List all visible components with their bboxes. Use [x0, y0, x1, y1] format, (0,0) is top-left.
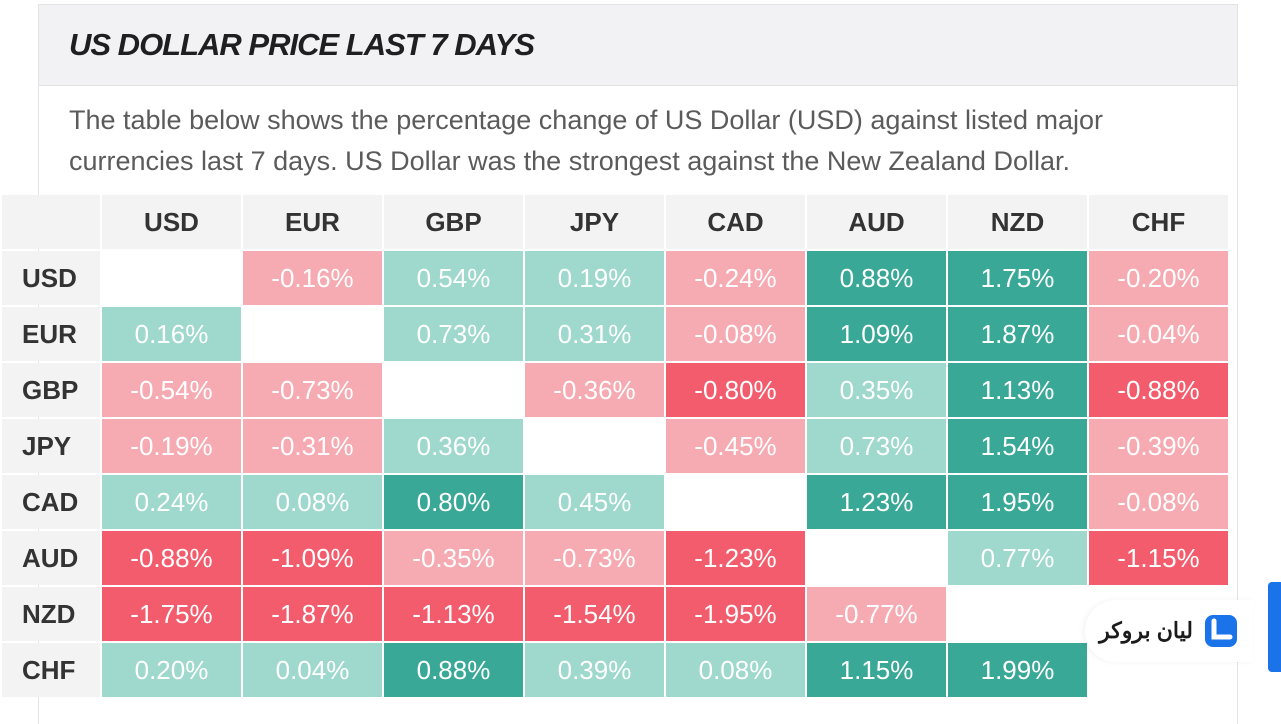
brand-name: لیان بروکر — [1099, 618, 1193, 643]
heatmap-cell: 1.54% — [948, 419, 1087, 473]
column-header-eur: EUR — [243, 195, 382, 249]
column-header-nzd: NZD — [948, 195, 1087, 249]
column-header-jpy: JPY — [525, 195, 664, 249]
heatmap-cell: -0.24% — [666, 251, 805, 305]
heatmap-cell: 0.24% — [102, 475, 241, 529]
heatmap-cell: -0.80% — [666, 363, 805, 417]
table-description: The table below shows the percentage cha… — [39, 86, 1237, 196]
heatmap-cell: -0.20% — [1089, 251, 1228, 305]
heatmap-cell — [948, 587, 1087, 641]
heatmap-cell: -1.54% — [525, 587, 664, 641]
heatmap-cell: 0.77% — [948, 531, 1087, 585]
page-title: US DOLLAR PRICE LAST 7 DAYS — [69, 27, 535, 62]
heatmap-cell: -0.19% — [102, 419, 241, 473]
brand-watermark: لیان بروکر — [1085, 600, 1253, 662]
currency-heatmap-table: USD EUR GBP JPY CAD AUD NZD CHF USD -0.16% 0.54% 0… — [0, 193, 1230, 699]
header-row: USD EUR GBP JPY CAD AUD NZD CHF — [2, 195, 1228, 249]
column-header-cad: CAD — [666, 195, 805, 249]
heatmap-cell: -0.36% — [525, 363, 664, 417]
row-header-aud: AUD — [2, 531, 100, 585]
heatmap-cell: 0.73% — [384, 307, 523, 361]
corner-cell — [2, 195, 100, 249]
column-header-usd: USD — [102, 195, 241, 249]
heatmap-cell: 0.19% — [525, 251, 664, 305]
heatmap-cell — [666, 475, 805, 529]
table-row: CAD 0.24% 0.08% 0.80% 0.45% 1.23% 1.95% -0.08% — [2, 475, 1228, 529]
heatmap-cell: -1.95% — [666, 587, 805, 641]
description-line-1: The table below shows the percentage cha… — [69, 105, 1104, 135]
heatmap-cell: -0.04% — [1089, 307, 1228, 361]
edge-accent-strip — [1268, 582, 1281, 672]
heatmap-cell: 1.99% — [948, 643, 1087, 697]
heatmap-cell: 0.73% — [807, 419, 946, 473]
table-row: NZD -1.75% -1.87% -1.13% -1.54% -1.95% -0.77% — [2, 587, 1228, 641]
heatmap-cell: 0.54% — [384, 251, 523, 305]
heatmap-cell: -1.09% — [243, 531, 382, 585]
column-header-gbp: GBP — [384, 195, 523, 249]
heatmap-cell: -0.45% — [666, 419, 805, 473]
footer-text-cut — [50, 712, 1190, 722]
row-header-eur: EUR — [2, 307, 100, 361]
heatmap-cell: -0.54% — [102, 363, 241, 417]
row-header-chf: CHF — [2, 643, 100, 697]
heatmap-cell: -0.88% — [102, 531, 241, 585]
row-header-cad: CAD — [2, 475, 100, 529]
heatmap-cell: 0.80% — [384, 475, 523, 529]
heatmap-cell: -1.87% — [243, 587, 382, 641]
heatmap-cell: 0.16% — [102, 307, 241, 361]
brand-logo-icon — [1203, 613, 1239, 649]
heatmap-cell: 1.13% — [948, 363, 1087, 417]
heatmap-cell: 0.39% — [525, 643, 664, 697]
heatmap-cell: -0.08% — [666, 307, 805, 361]
heatmap-cell: -0.77% — [807, 587, 946, 641]
row-header-nzd: NZD — [2, 587, 100, 641]
heatmap-cell: 1.23% — [807, 475, 946, 529]
heatmap-cell: -0.35% — [384, 531, 523, 585]
row-header-gbp: GBP — [2, 363, 100, 417]
heatmap-cell: 0.31% — [525, 307, 664, 361]
table-row: AUD -0.88% -1.09% -0.35% -0.73% -1.23% 0.77% -1… — [2, 531, 1228, 585]
card-header: US DOLLAR PRICE LAST 7 DAYS — [39, 5, 1237, 86]
heatmap-cell: -0.31% — [243, 419, 382, 473]
heatmap-cell: 1.87% — [948, 307, 1087, 361]
table-row: EUR 0.16% 0.73% 0.31% -0.08% 1.09% 1.87% -0.04% — [2, 307, 1228, 361]
heatmap-cell: 1.75% — [948, 251, 1087, 305]
heatmap-cell: -0.16% — [243, 251, 382, 305]
heatmap-cell — [102, 251, 241, 305]
heatmap-cell: 0.88% — [807, 251, 946, 305]
heatmap-cell: -0.73% — [525, 531, 664, 585]
heatmap-cell: -1.23% — [666, 531, 805, 585]
column-header-aud: AUD — [807, 195, 946, 249]
heatmap-cell — [807, 531, 946, 585]
table-row: USD -0.16% 0.54% 0.19% -0.24% 0.88% 1.75% -0.20… — [2, 251, 1228, 305]
heatmap-cell: -0.08% — [1089, 475, 1228, 529]
heatmap-cell: -0.88% — [1089, 363, 1228, 417]
heatmap-cell: 1.95% — [948, 475, 1087, 529]
heatmap-cell: -0.73% — [243, 363, 382, 417]
heatmap-cell: 0.36% — [384, 419, 523, 473]
row-header-jpy: JPY — [2, 419, 100, 473]
heatmap-cell: -1.13% — [384, 587, 523, 641]
table-row: JPY -0.19% -0.31% 0.36% -0.45% 0.73% 1.54% -0.3… — [2, 419, 1228, 473]
heatmap-cell — [243, 307, 382, 361]
row-header-usd: USD — [2, 251, 100, 305]
heatmap-cell: 0.20% — [102, 643, 241, 697]
table-row: CHF 0.20% 0.04% 0.88% 0.39% 0.08% 1.15% 1.99% — [2, 643, 1228, 697]
heatmap-cell: 0.45% — [525, 475, 664, 529]
heatmap-cell: 1.15% — [807, 643, 946, 697]
heatmap-cell: -1.15% — [1089, 531, 1228, 585]
description-line-2: currencies last 7 days. US Dollar was th… — [69, 146, 1070, 176]
heatmap-cell: 0.35% — [807, 363, 946, 417]
heatmap-cell: 0.88% — [384, 643, 523, 697]
heatmap-cell — [384, 363, 523, 417]
heatmap-cell: -0.39% — [1089, 419, 1228, 473]
heatmap-cell: -1.75% — [102, 587, 241, 641]
heatmap-cell: 0.08% — [243, 475, 382, 529]
heatmap-cell — [525, 419, 664, 473]
table-row: GBP -0.54% -0.73% -0.36% -0.80% 0.35% 1.13% -0.… — [2, 363, 1228, 417]
heatmap-cell: 0.04% — [243, 643, 382, 697]
column-header-chf: CHF — [1089, 195, 1228, 249]
heatmap-cell: 0.08% — [666, 643, 805, 697]
heatmap-cell: 1.09% — [807, 307, 946, 361]
